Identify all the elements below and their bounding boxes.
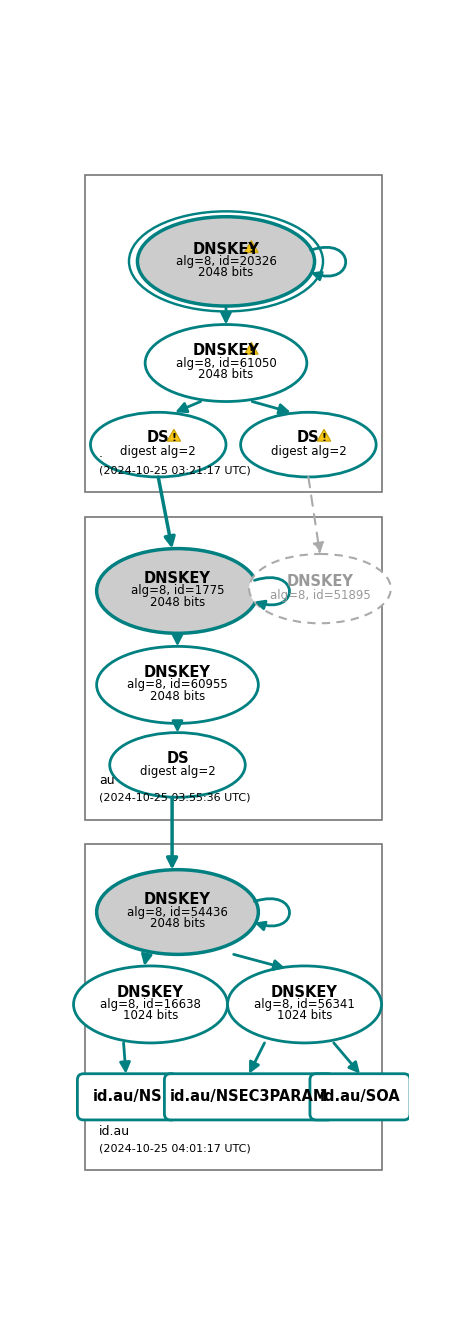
Text: DNSKEY: DNSKEY — [144, 665, 211, 680]
Text: digest alg=2: digest alg=2 — [120, 445, 196, 458]
Polygon shape — [317, 429, 330, 441]
Ellipse shape — [96, 646, 258, 723]
Ellipse shape — [96, 548, 258, 633]
FancyArrowPatch shape — [310, 247, 345, 280]
Text: alg=8, id=51895: alg=8, id=51895 — [269, 589, 369, 602]
Text: alg=8, id=60955: alg=8, id=60955 — [127, 679, 228, 691]
Text: id.au: id.au — [99, 1125, 130, 1137]
Text: !: ! — [248, 245, 253, 254]
Text: alg=8, id=1775: alg=8, id=1775 — [131, 585, 224, 598]
Text: digest alg=2: digest alg=2 — [139, 765, 215, 778]
Text: id.au/NS: id.au/NS — [92, 1090, 162, 1105]
Text: 2048 bits: 2048 bits — [198, 266, 253, 280]
Ellipse shape — [137, 216, 314, 306]
Ellipse shape — [240, 413, 375, 477]
FancyBboxPatch shape — [85, 517, 381, 820]
Text: !: ! — [171, 433, 176, 442]
Text: (2024-10-25 04:01:17 UTC): (2024-10-25 04:01:17 UTC) — [99, 1142, 250, 1153]
Text: DNSKEY: DNSKEY — [117, 985, 183, 1000]
Polygon shape — [167, 429, 180, 441]
Text: DNSKEY: DNSKEY — [286, 574, 353, 589]
Text: DNSKEY: DNSKEY — [144, 571, 211, 586]
Ellipse shape — [227, 966, 381, 1043]
Text: DS: DS — [147, 430, 169, 445]
Text: DS: DS — [166, 750, 188, 766]
Text: alg=8, id=61050: alg=8, id=61050 — [175, 356, 276, 370]
Text: 1024 bits: 1024 bits — [276, 1009, 332, 1023]
Text: alg=8, id=16638: alg=8, id=16638 — [100, 999, 201, 1011]
FancyArrowPatch shape — [254, 578, 289, 609]
Ellipse shape — [248, 554, 390, 624]
Ellipse shape — [96, 870, 258, 954]
FancyBboxPatch shape — [85, 844, 381, 1171]
Text: 2048 bits: 2048 bits — [150, 689, 205, 703]
Text: DNSKEY: DNSKEY — [192, 242, 259, 257]
Text: (2024-10-25 03:21:17 UTC): (2024-10-25 03:21:17 UTC) — [99, 465, 250, 476]
Text: alg=8, id=56341: alg=8, id=56341 — [253, 999, 354, 1011]
Text: 2048 bits: 2048 bits — [150, 917, 205, 930]
Text: alg=8, id=54436: alg=8, id=54436 — [127, 906, 228, 918]
FancyArrowPatch shape — [254, 899, 289, 930]
Ellipse shape — [73, 966, 227, 1043]
Text: DNSKEY: DNSKEY — [144, 892, 211, 907]
Text: (2024-10-25 03:55:36 UTC): (2024-10-25 03:55:36 UTC) — [99, 793, 250, 802]
Text: digest alg=2: digest alg=2 — [270, 445, 345, 458]
Text: id.au/SOA: id.au/SOA — [319, 1090, 399, 1105]
Ellipse shape — [90, 413, 226, 477]
Polygon shape — [244, 343, 258, 355]
Ellipse shape — [110, 732, 245, 797]
FancyBboxPatch shape — [164, 1074, 333, 1120]
Text: 2048 bits: 2048 bits — [150, 595, 205, 609]
Polygon shape — [244, 241, 258, 253]
FancyBboxPatch shape — [309, 1074, 409, 1120]
Text: alg=8, id=20326: alg=8, id=20326 — [175, 255, 276, 267]
Text: !: ! — [321, 433, 326, 442]
Ellipse shape — [145, 324, 306, 402]
FancyBboxPatch shape — [77, 1074, 177, 1120]
Text: 1024 bits: 1024 bits — [122, 1009, 178, 1023]
Text: au: au — [99, 774, 114, 788]
FancyBboxPatch shape — [85, 175, 381, 492]
Text: DNSKEY: DNSKEY — [271, 985, 337, 1000]
Text: id.au/NSEC3PARAM: id.au/NSEC3PARAM — [169, 1090, 328, 1105]
Text: DNSKEY: DNSKEY — [192, 343, 259, 359]
Text: .: . — [99, 448, 103, 460]
Text: 2048 bits: 2048 bits — [198, 368, 253, 382]
Text: DS: DS — [296, 430, 319, 445]
Text: !: ! — [248, 345, 253, 356]
